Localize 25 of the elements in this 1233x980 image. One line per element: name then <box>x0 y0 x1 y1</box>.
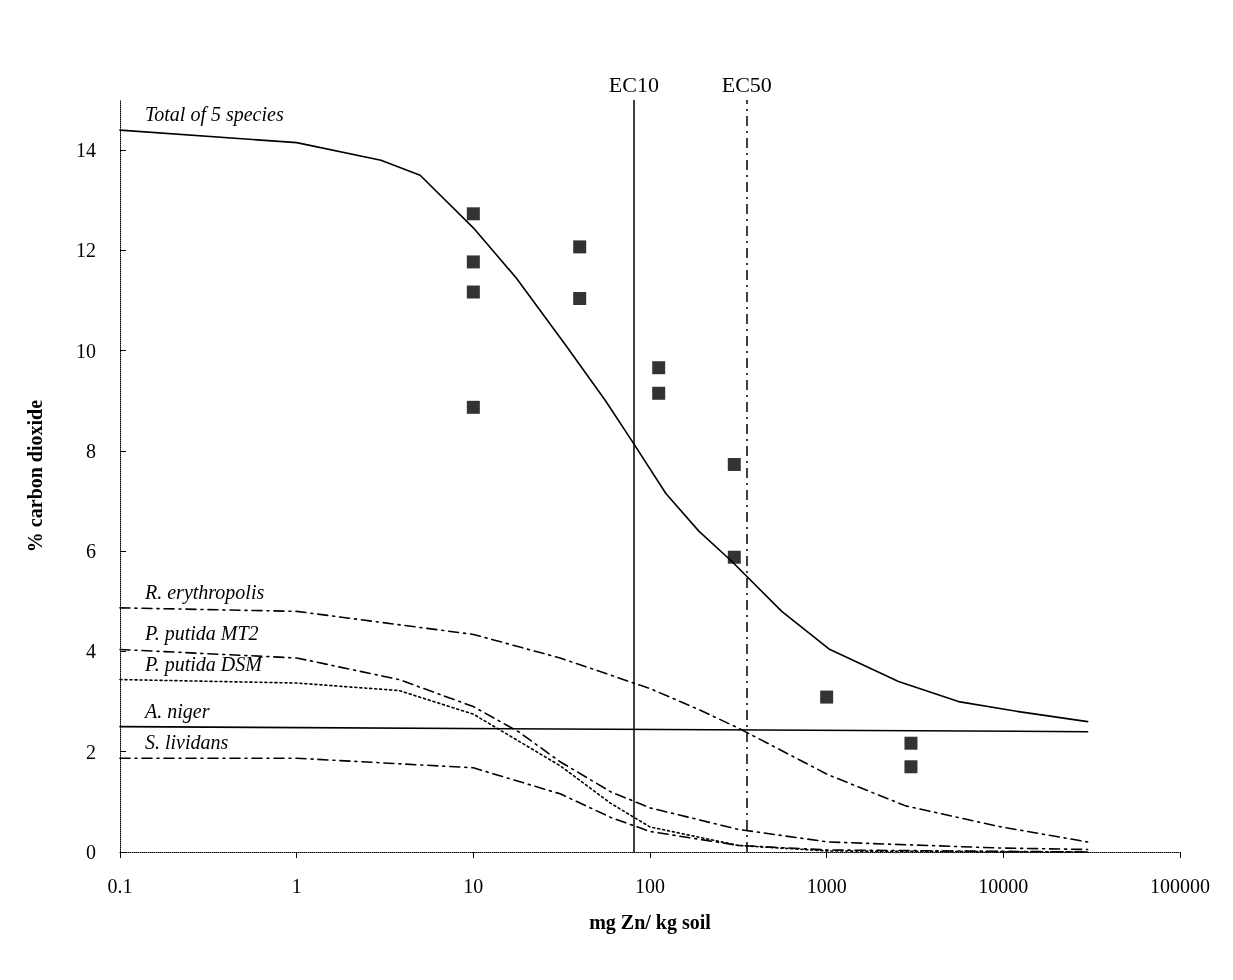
y-tick-label: 0 <box>86 841 96 863</box>
x-tick-label: 0.1 <box>107 875 133 897</box>
x-tick-label: 100 <box>635 875 665 897</box>
x-tick-label: 100000 <box>1150 875 1210 897</box>
y-tick-label: 14 <box>76 139 96 162</box>
series-label: R. erythropolis <box>144 580 265 604</box>
x-tick-label: 1 <box>291 875 302 897</box>
series-label: A. niger <box>143 699 210 723</box>
series-label: P. putida MT2 <box>144 622 259 646</box>
y-tick-label: 6 <box>86 540 96 563</box>
y-tick-label: 12 <box>76 239 96 262</box>
series-label: S. lividans <box>145 731 229 754</box>
ref-line-label: EC10 <box>608 71 659 97</box>
x-tick-label: 10000 <box>978 875 1029 897</box>
x-tick-label: 1000 <box>806 875 847 897</box>
x-tick-label: 10 <box>463 875 484 897</box>
series-label: P. putida DSM <box>144 652 264 676</box>
y-tick-label: 10 <box>76 339 96 362</box>
y-tick-label: 4 <box>86 640 96 663</box>
ref-line-label: EC50 <box>721 71 772 97</box>
y-tick-label: 8 <box>86 439 96 462</box>
y-axis-title: % carbon dioxide <box>24 399 46 553</box>
series-label: Total of 5 species <box>145 103 284 127</box>
x-axis-title: mg Zn/ kg soil <box>589 911 712 934</box>
y-tick-label: 2 <box>86 740 96 763</box>
